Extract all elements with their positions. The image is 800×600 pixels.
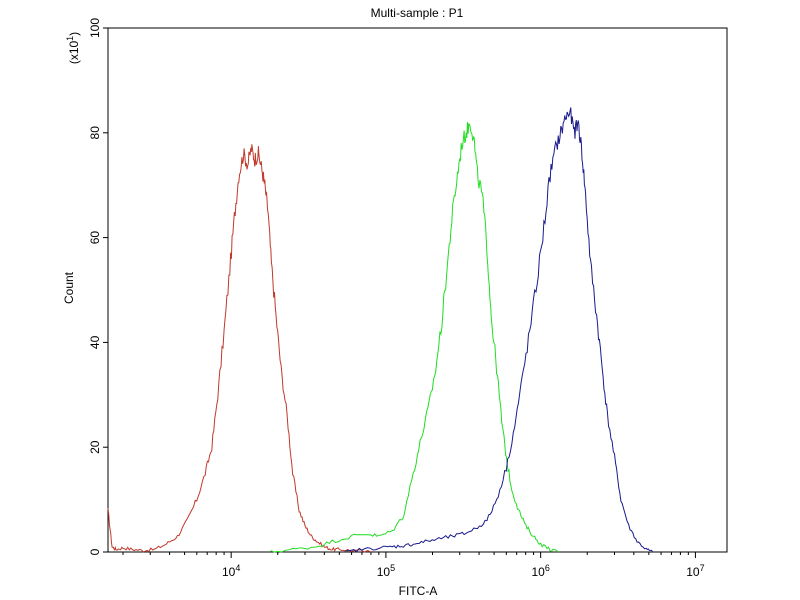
y-tick-label: 40 [88, 335, 102, 349]
x-tick-label: 106 [531, 563, 549, 579]
y-tick-label: 100 [88, 18, 102, 38]
x-axis: 104 105 106 107 [122, 552, 705, 579]
series-layer [107, 107, 654, 553]
x-axis-title: FITC-A [399, 584, 438, 598]
y-multiplier-close: ) [67, 32, 81, 36]
y-tick-label: 20 [88, 440, 102, 454]
y-tick-label: 60 [88, 231, 102, 245]
x-tick-label: 104 [222, 563, 240, 579]
chart-title: Multi-sample : P1 [371, 6, 464, 20]
series-line-3 [345, 107, 654, 553]
y-multiplier-exponent: 1 [65, 36, 75, 41]
x-tick-label: 107 [686, 563, 704, 579]
svg-text:(x101): (x101) [65, 32, 81, 64]
plot-frame [107, 27, 728, 553]
y-multiplier-label: (x101) [65, 32, 81, 64]
series-line-1 [107, 144, 372, 553]
y-tick-label: 80 [88, 126, 102, 140]
y-multiplier-prefix: (x10 [67, 41, 81, 65]
series-line-2 [270, 122, 559, 553]
x-tick-label: 105 [377, 563, 395, 579]
y-axis-title: Count [62, 271, 76, 304]
y-axis: 0 20 40 60 80 100 [88, 18, 108, 555]
y-tick-label: 0 [88, 548, 102, 555]
